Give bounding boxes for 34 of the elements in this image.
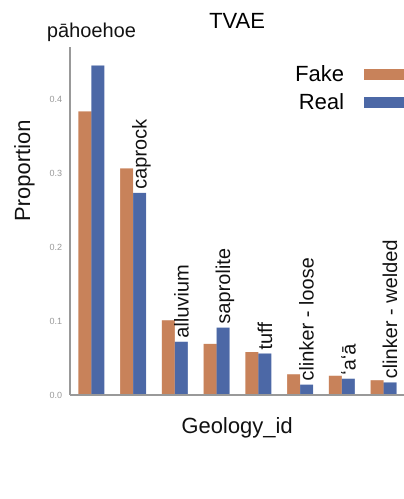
y-axis-title: Proportion [10,119,35,221]
legend-label: Real [298,89,344,115]
bar [133,192,146,395]
chart-title: TVAE [209,8,265,33]
y-tick-label: 0.4 [49,94,62,104]
x-tick-label: clinker - welded [380,239,402,378]
bar [78,111,92,395]
legend-label: Fake [295,61,344,87]
bar [245,352,258,395]
bar [162,320,175,395]
bar [216,328,230,395]
x-tick-label: saprolite [213,248,236,324]
x-tick-label: tuff [254,322,277,350]
y-tick-label: 0.3 [49,168,62,178]
bar [384,382,397,395]
bar [91,66,104,395]
y-tick-label: 0.2 [49,242,62,252]
bar [328,376,342,395]
bar [204,344,217,395]
y-tick-label: 0.0 [49,390,62,400]
x-axis-title: Geology_id [181,413,293,438]
bar [258,354,272,395]
bar [174,342,188,395]
bar [287,374,300,395]
bar [300,384,314,395]
bar [120,168,134,395]
bar [370,380,384,395]
x-tick-label: alluvium [171,264,194,338]
bar [342,378,355,395]
x-tick-label: caprock [130,118,152,189]
x-tick-label: ʻaʻā [338,342,360,375]
x-tick-label: pāhoehoe [46,20,136,42]
y-tick-label: 0.1 [49,316,62,326]
x-tick-label: clinker - loose [296,257,319,381]
